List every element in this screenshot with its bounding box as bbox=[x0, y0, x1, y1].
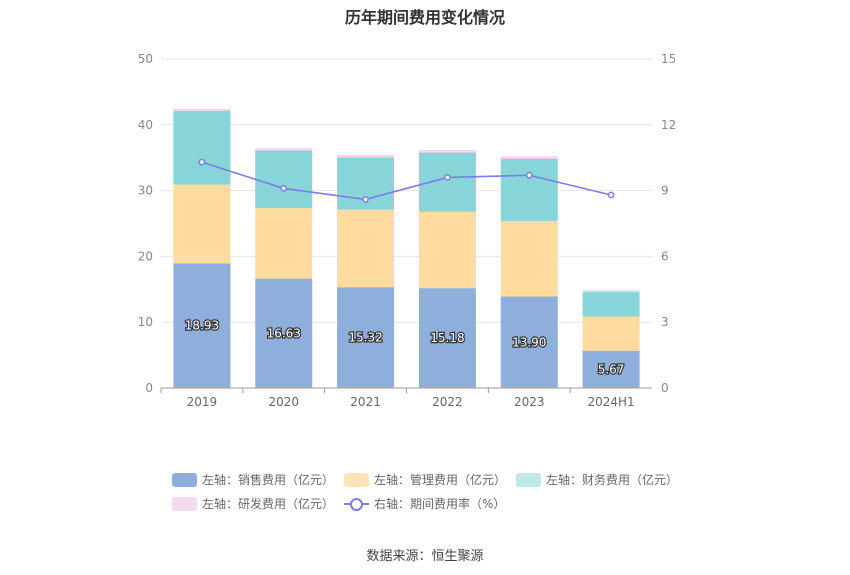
expense-ratio-point bbox=[607, 191, 615, 199]
legend-item-admin[interactable]: 左轴：管理费用（亿元） bbox=[344, 471, 506, 488]
bar-data-label: 18.93 bbox=[185, 319, 219, 333]
bar-segment-admin bbox=[582, 316, 640, 351]
bar-data-label: 5.67 bbox=[598, 362, 625, 376]
left-axis-tick-label: 40 bbox=[138, 118, 153, 132]
bar-segment-admin bbox=[500, 220, 558, 297]
expense-ratio-line bbox=[201, 161, 612, 201]
left-axis-tick-label: 50 bbox=[138, 52, 153, 66]
expense-ratio-point bbox=[525, 171, 533, 179]
right-axis-tick-label: 6 bbox=[661, 249, 669, 263]
bar-data-label: 15.18 bbox=[430, 331, 464, 345]
left-axis-tick-label: 0 bbox=[145, 381, 153, 395]
right-axis-tick-label: 0 bbox=[661, 381, 669, 395]
bar-data-label: 13.90 bbox=[512, 335, 546, 349]
legend-label-expense-ratio: 右轴：期间费用率（%） bbox=[374, 497, 506, 511]
bar-segment-admin bbox=[418, 211, 476, 289]
bar-data-label: 15.32 bbox=[348, 331, 382, 345]
expense-ratio-point bbox=[444, 174, 451, 181]
bar-segment-rnd bbox=[500, 156, 558, 160]
bar-segment-rnd bbox=[173, 108, 231, 111]
left-axis-tick-label: 10 bbox=[138, 315, 153, 329]
bar-segment-finance bbox=[173, 110, 231, 185]
x-axis-tick-label: 2021 bbox=[350, 395, 381, 409]
bar-segment-finance bbox=[500, 159, 558, 221]
legend-label-admin: 左轴：管理费用（亿元） bbox=[374, 473, 507, 487]
bar-segment-sales bbox=[418, 288, 476, 388]
x-axis-tick-label: 2019 bbox=[187, 395, 218, 409]
bar-segment-rnd bbox=[582, 290, 640, 293]
legend-swatch-admin bbox=[344, 472, 369, 487]
legend-label-sales: 左轴：销售费用（亿元） bbox=[202, 473, 335, 487]
expense-ratio-point bbox=[198, 158, 206, 166]
stacked-bar-line-chart: 0 10 20 30 40 50 0 3 6 9 12 15 18.93 2019 16.63 2020 15.… bbox=[138, 52, 677, 409]
data-source: 数据来源：恒生聚源 bbox=[366, 549, 484, 564]
bar-segment-rnd bbox=[337, 154, 395, 158]
right-axis-tick-label: 9 bbox=[661, 184, 669, 198]
legend-item-expense-ratio[interactable]: 右轴：期间费用率（%） bbox=[344, 495, 505, 512]
bar-segment-sales bbox=[173, 263, 231, 388]
bar-segment-sales bbox=[337, 287, 395, 388]
bar-segment-finance bbox=[582, 292, 640, 317]
legend-swatch-expense-ratio bbox=[344, 497, 369, 511]
x-axis-tick-label: 2022 bbox=[432, 395, 463, 409]
legend-item-sales[interactable]: 左轴：销售费用（亿元） bbox=[172, 471, 334, 488]
x-axis-tick-label: 2023 bbox=[514, 395, 545, 409]
bar-segment-admin bbox=[173, 184, 231, 264]
bar-segment-sales bbox=[582, 350, 640, 388]
left-axis-tick-label: 20 bbox=[138, 249, 153, 263]
chart-title: 历年期间费用变化情况 bbox=[344, 8, 505, 27]
bar-segment-rnd bbox=[418, 149, 476, 153]
x-axis-tick-label: 2024H1 bbox=[587, 395, 634, 409]
bar-data-label: 16.63 bbox=[267, 326, 301, 340]
x-axis-tick-label: 2020 bbox=[268, 395, 299, 409]
legend-label-finance: 左轴：财务费用（亿元） bbox=[546, 473, 679, 487]
bar-segment-sales bbox=[255, 278, 313, 388]
legend-swatch-rnd bbox=[172, 496, 197, 511]
legend-item-finance[interactable]: 左轴：财务费用（亿元） bbox=[516, 471, 678, 488]
bar-segment-rnd bbox=[255, 148, 313, 151]
legend-item-rnd[interactable]: 左轴：研发费用（亿元） bbox=[172, 495, 334, 512]
left-axis-tick-label: 30 bbox=[138, 184, 153, 198]
legend-label-rnd: 左轴：研发费用（亿元） bbox=[202, 497, 335, 511]
bar-segment-finance bbox=[255, 150, 313, 209]
legend-swatch-finance bbox=[516, 472, 541, 487]
bar-segment-sales bbox=[500, 296, 558, 388]
bar-segment-admin bbox=[337, 209, 395, 288]
right-axis-tick-label: 3 bbox=[661, 315, 669, 329]
legend-swatch-sales bbox=[172, 472, 197, 487]
right-axis-tick-label: 12 bbox=[661, 118, 676, 132]
bar-segment-admin bbox=[255, 208, 313, 279]
right-axis-tick-label: 15 bbox=[661, 52, 676, 66]
expense-ratio-point bbox=[280, 185, 288, 192]
expense-ratio-point bbox=[362, 196, 369, 203]
